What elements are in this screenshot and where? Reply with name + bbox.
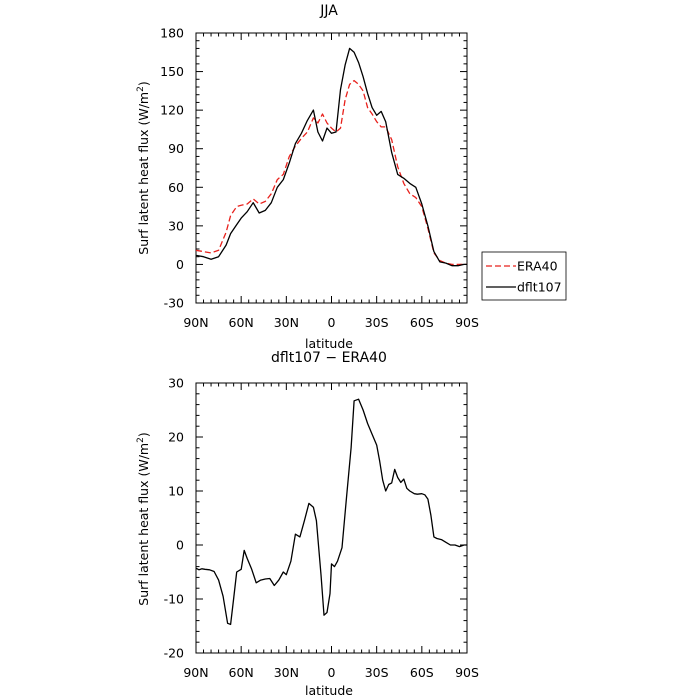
bottom-series-line-difference	[195, 398, 467, 626]
legend-label-era40: ERA40	[517, 259, 558, 274]
top-x-tick-label: 60N	[229, 315, 254, 330]
legend-label-dflt107: dflt107	[517, 280, 562, 295]
top-y-tick-label: 60	[168, 180, 184, 195]
top-x-tick-label: 30S	[365, 315, 389, 330]
bottom-y-tick-label: -20	[164, 646, 184, 661]
top-y-tick-label: 120	[160, 103, 184, 118]
bottom-y-tick-label: -10	[164, 592, 184, 607]
bottom-x-tick-label: 90N	[183, 665, 208, 680]
bottom-x-axis-label: latitude	[305, 683, 353, 698]
bottom-y-tick-label: 30	[168, 376, 184, 391]
top-chart-title: JJA	[319, 3, 338, 19]
bottom-panel-difference: dflt107 − ERA40 latitude Surf latent hea…	[136, 350, 479, 698]
top-x-tick-label: 30N	[274, 315, 299, 330]
top-x-axis-label: latitude	[305, 336, 353, 351]
top-series-line-dflt107	[195, 47, 467, 267]
bottom-y-axis-label: Surf latent heat flux (W/m2)	[136, 432, 151, 605]
top-legend: ERA40 dflt107	[481, 251, 567, 301]
top-y-axis-label: Surf latent heat flux (W/m2)	[136, 81, 151, 254]
top-series-line-era40	[195, 79, 467, 266]
bottom-x-tick-label: 60N	[229, 665, 254, 680]
bottom-x-tick-label: 30S	[365, 665, 389, 680]
bottom-y-tick-label: 20	[168, 430, 184, 445]
top-x-tick-label: 60S	[410, 315, 434, 330]
bottom-x-tick-label: 0	[328, 665, 336, 680]
top-y-tick-label: 180	[160, 26, 184, 41]
bottom-x-tick-label: 90S	[455, 665, 479, 680]
top-y-tick-label: 30	[168, 218, 184, 233]
top-y-tick-label: 0	[176, 257, 184, 272]
bottom-y-tick-label: 10	[168, 484, 184, 499]
top-y-tick-label: -30	[164, 296, 184, 311]
bottom-plot-frame	[195, 382, 468, 654]
legend-box	[481, 251, 567, 301]
bottom-x-tick-label: 30N	[274, 665, 299, 680]
top-y-tick-label: 90	[168, 141, 184, 156]
bottom-chart-title: dflt107 − ERA40	[271, 350, 387, 366]
bottom-x-tick-label: 60S	[410, 665, 434, 680]
top-plot-frame	[195, 32, 468, 304]
top-x-tick-label: 90N	[183, 315, 208, 330]
top-panel-jja: JJA latitude Surf latent heat flux (W/m2…	[136, 3, 479, 351]
top-x-tick-label: 90S	[455, 315, 479, 330]
bottom-y-tick-label: 0	[176, 538, 184, 553]
top-y-tick-label: 150	[160, 64, 184, 79]
top-x-tick-label: 0	[328, 315, 336, 330]
